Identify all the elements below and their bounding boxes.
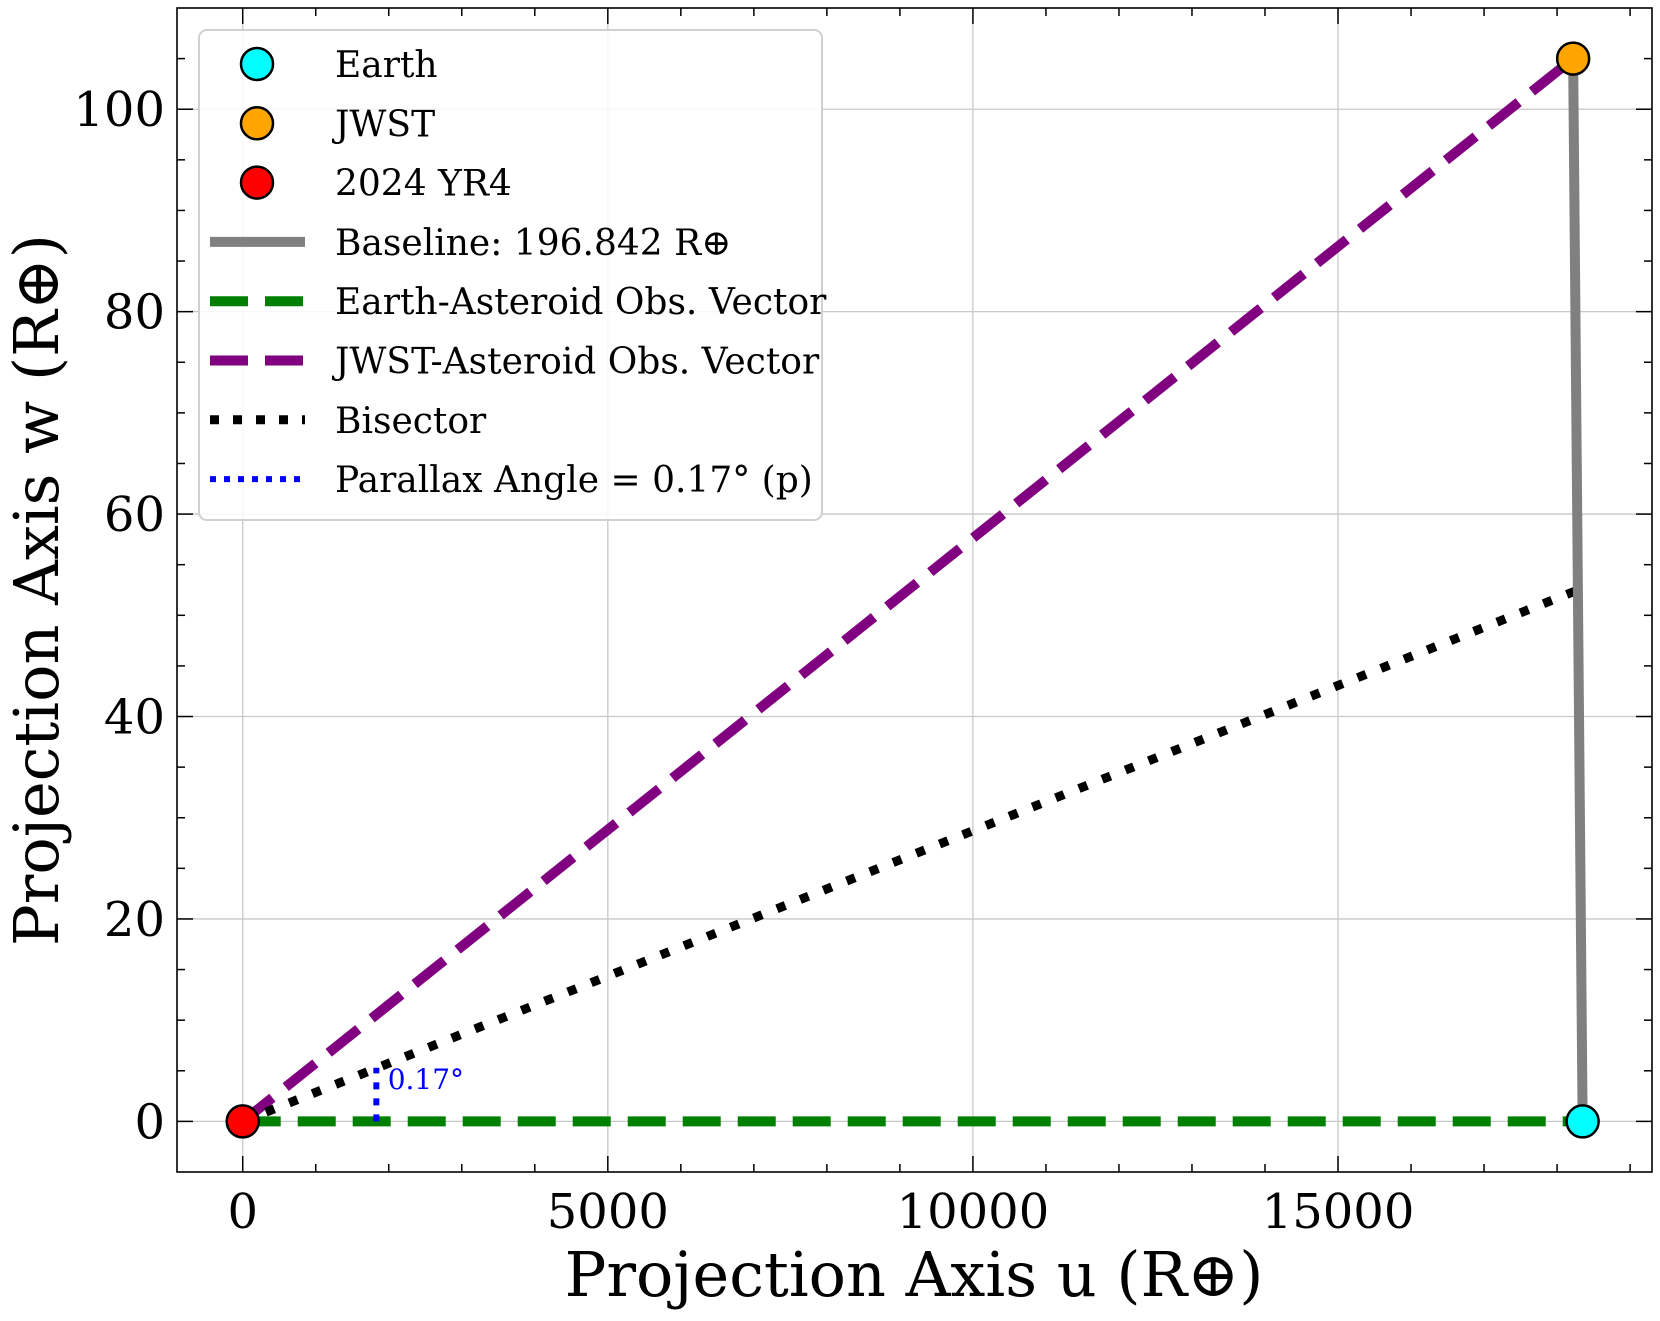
plot-annotations: 0.17° xyxy=(388,1063,464,1096)
legend-label-jwst: JWST xyxy=(331,104,435,145)
y-tick-label: 100 xyxy=(73,82,165,138)
point-2024-yr4 xyxy=(225,1104,260,1139)
plot-frame xyxy=(176,7,1653,1173)
legend-box xyxy=(198,29,823,521)
point-earth xyxy=(1565,1104,1600,1139)
legend-marker-earth xyxy=(239,46,275,82)
legend-label-baseline-196-842-r: Baseline: 196.842 R⊕ xyxy=(335,223,731,264)
legend-marker-2024-yr4 xyxy=(239,165,275,200)
y-tick-label: 0 xyxy=(134,1094,165,1150)
y-tick-label: 20 xyxy=(104,892,165,948)
x-axis-label: Projection Axis u (R⊕) xyxy=(565,1238,1264,1311)
y-tick-label: 80 xyxy=(104,285,165,341)
legend-label-parallax-angle-0-17-p: Parallax Angle = 0.17° (p) xyxy=(335,460,813,501)
y-tick-label: 40 xyxy=(104,690,165,746)
plot-points xyxy=(225,41,1600,1139)
y-axis-label: Projection Axis w (R⊕) xyxy=(0,234,73,946)
legend-marker-jwst xyxy=(239,106,275,141)
legend-label-earth: Earth xyxy=(335,45,438,86)
series-line-baseline-196-842-r xyxy=(1568,58,1588,1122)
x-tick-label: 10000 xyxy=(897,1184,1050,1240)
legend-label-2024-yr4: 2024 YR4 xyxy=(335,164,512,205)
plot-series xyxy=(239,54,1588,1127)
point-jwst xyxy=(1555,41,1591,76)
x-tick-label: 0 xyxy=(227,1184,258,1240)
legend: Earth JWST 2024 YR4 Baseline: 196.842 R⊕ Ear… xyxy=(198,29,827,521)
tick-labels: 0 5000 10000 15000 0 20 40 60 80 100 xyxy=(73,82,1414,1240)
axis-ticks xyxy=(177,8,1652,1172)
y-tick-label: 60 xyxy=(104,487,165,543)
legend-label-bisector: Bisector xyxy=(335,401,487,442)
x-tick-label: 15000 xyxy=(1262,1184,1415,1240)
series-line-jwst-asteroid-obs-vector xyxy=(239,54,1577,1126)
x-tick-label: 5000 xyxy=(547,1184,669,1240)
legend-label-earth-asteroid-obs-vector: Earth-Asteroid Obs. Vector xyxy=(335,282,827,323)
parallax-angle-label: 0.17° xyxy=(388,1063,464,1096)
legend-label-jwst-asteroid-obs-vector: JWST-Asteroid Obs. Vector xyxy=(331,342,820,383)
axis-labels: Projection Axis u (R⊕) Projection Axis w… xyxy=(0,234,1263,1311)
